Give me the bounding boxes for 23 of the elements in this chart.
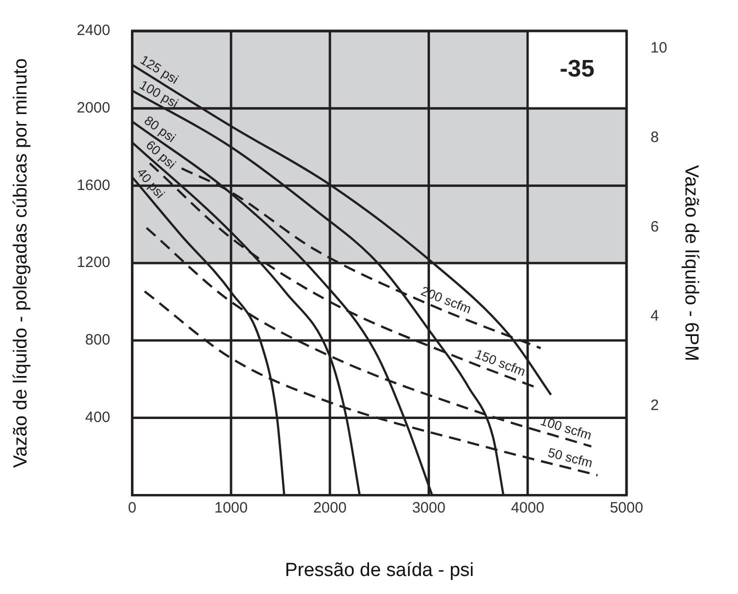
text: 50 scfm [546,444,594,470]
y-tick-label: 1200 [76,254,110,272]
y-tick-label: 2000 [76,100,110,117]
x-tick-label: 2000 [313,499,347,516]
y2-tick-label: 8 [650,128,659,146]
x-tick-label: 1000 [214,499,248,516]
x-tick-label: 5000 [610,499,644,516]
text: 150 scfm [473,346,528,380]
y-tick-label: 400 [85,408,110,426]
y-tick-label: 1600 [76,176,110,194]
y-axis-title: Vazão de líquido - polegadas cúbicas por minuto [10,58,32,468]
y2-tick-label: 6 [650,218,659,236]
x-tick-label: 0 [128,499,136,516]
x-tick-label: 4000 [510,499,544,516]
y-tick-label: 800 [85,332,110,349]
y2-tick-label: 2 [650,396,659,414]
y-tick-label: 2400 [76,22,110,40]
x-axis-title: Pressão de saída - psi [284,560,474,581]
y2-tick-label: 4 [650,308,659,325]
annotation: -35 [560,55,594,82]
y2-axis-title: Vazão de líquido - 6PM [680,165,702,362]
x-tick-label: 3000 [412,499,446,516]
y2-tick-label: 10 [650,40,668,57]
